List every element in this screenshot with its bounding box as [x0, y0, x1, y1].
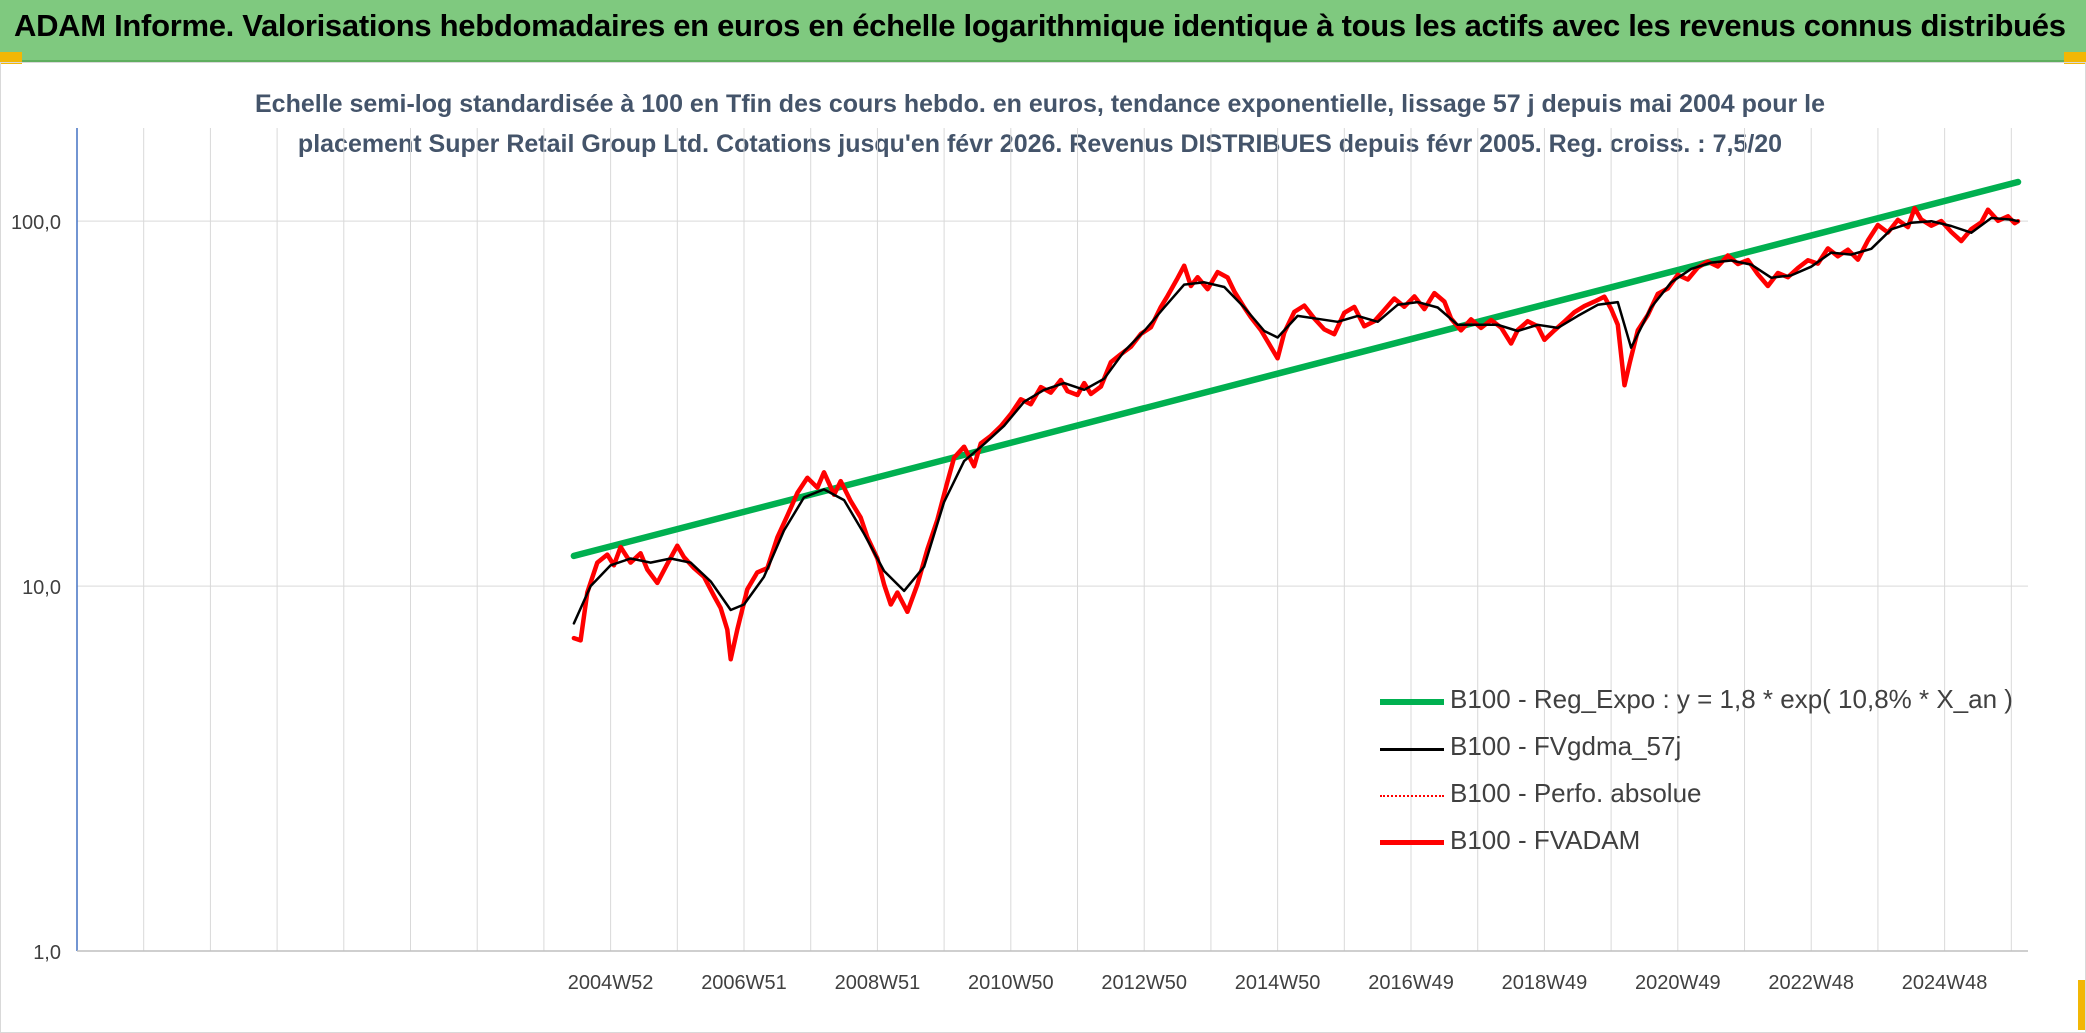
legend-label-smooth: B100 - FVgdma_57j [1450, 731, 1682, 761]
legend-item-smooth: B100 - FVgdma_57j [1380, 727, 2020, 774]
series-line-smooth [572, 216, 2020, 625]
legend-item-fvadam: B100 - FVADAM [1380, 821, 2020, 868]
x-tick-label-6: 2016W49 [1368, 972, 1454, 994]
x-tick-label-5: 2014W50 [1235, 972, 1321, 994]
chart-title-line-1: Echelle semi-log standardisée à 100 en T… [255, 90, 1825, 118]
x-tick-label-2: 2008W51 [835, 972, 921, 994]
y-tick-label-0: 1,0 [33, 942, 61, 964]
legend-item-perfo: B100 - Perfo. absolue [1380, 774, 2020, 821]
legend-label-perfo: B100 - Perfo. absolue [1450, 778, 1702, 808]
x-tick-label-9: 2022W48 [1768, 972, 1854, 994]
chart-title-line-2: placement Super Retail Group Ltd. Cotati… [297, 130, 1783, 158]
x-tick-label-10: 2024W48 [1902, 972, 1988, 994]
legend-swatch-smooth [1380, 748, 1444, 751]
corner-marker-left [0, 52, 22, 64]
legend-swatch-perfo [1380, 795, 1444, 797]
legend-swatch-trend [1380, 699, 1444, 705]
chart-title: Echelle semi-log standardisée à 100 en T… [180, 84, 1900, 164]
x-tick-label-0: 2004W52 [568, 972, 654, 994]
series-line-trend [570, 178, 2022, 560]
report-banner: ADAM Informe. Valorisations hebdomadaire… [0, 0, 2086, 62]
chart-legend: B100 - Reg_Expo : y = 1,8 * exp( 10,8% *… [1380, 680, 2020, 868]
corner-marker-bottom-right [2078, 980, 2086, 1030]
series-line-fvadam [571, 205, 2021, 662]
x-tick-label-4: 2012W50 [1101, 972, 1187, 994]
legend-swatch-fvadam [1380, 840, 1444, 845]
corner-marker-right [2064, 52, 2086, 64]
report-title: ADAM Informe. Valorisations hebdomadaire… [14, 8, 2066, 43]
legend-label-fvadam: B100 - FVADAM [1450, 825, 1641, 855]
legend-label-trend: B100 - Reg_Expo : y = 1,8 * exp( 10,8% *… [1450, 684, 2013, 714]
legend-item-trend: B100 - Reg_Expo : y = 1,8 * exp( 10,8% *… [1380, 680, 2020, 727]
x-tick-label-1: 2006W51 [701, 972, 787, 994]
x-tick-label-7: 2018W49 [1502, 972, 1588, 994]
y-tick-label-1: 10,0 [22, 577, 61, 599]
x-tick-label-8: 2020W49 [1635, 972, 1721, 994]
y-tick-label-2: 100,0 [11, 212, 61, 234]
x-tick-label-3: 2010W50 [968, 972, 1054, 994]
